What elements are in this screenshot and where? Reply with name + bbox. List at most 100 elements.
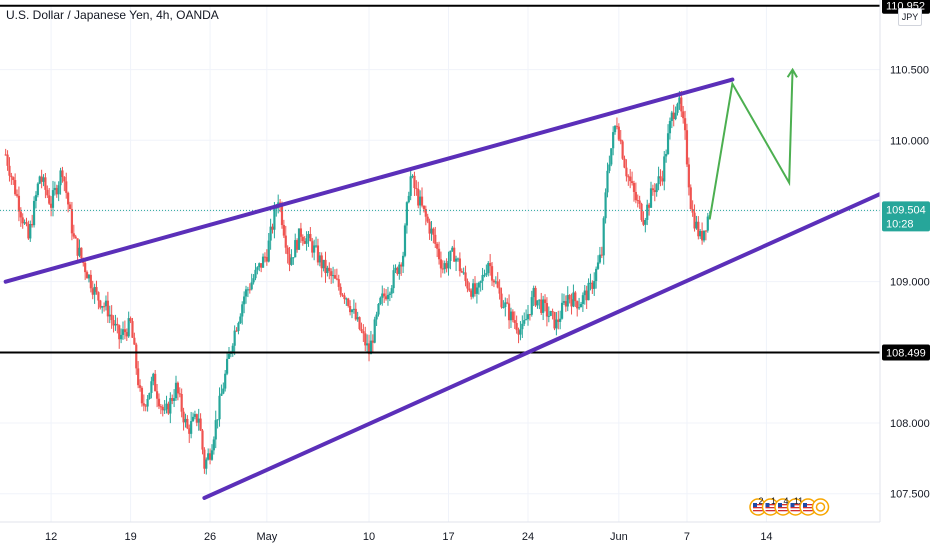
us-flag-icon[interactable] (799, 498, 817, 516)
candle-body (341, 294, 344, 296)
candle (161, 404, 164, 417)
channel-line-upper[interactable] (3, 77, 735, 284)
candle-body (114, 323, 117, 326)
candle (38, 175, 41, 185)
flag-stripe (778, 510, 788, 512)
candle (210, 444, 214, 461)
candle-body (651, 188, 655, 191)
candle (612, 126, 615, 156)
us-flag-icon[interactable]: 1 (761, 496, 780, 516)
candle-body (682, 111, 685, 119)
candle-body (282, 224, 285, 236)
price-level-badge (882, 344, 930, 361)
candle (613, 125, 617, 135)
candle (322, 259, 325, 272)
candle-body (511, 311, 514, 321)
candle-body (349, 306, 352, 313)
candle (593, 272, 596, 296)
candle (477, 281, 480, 295)
candle (307, 230, 310, 247)
event-count-label: 11 (794, 496, 803, 506)
dividend-icon[interactable] (811, 498, 830, 516)
candle-body (174, 382, 178, 399)
event-count-label: 2 (758, 496, 763, 506)
candle (44, 173, 47, 199)
candle-body (36, 183, 39, 196)
candle-body (405, 202, 408, 226)
candle-body (252, 278, 255, 283)
candle-body (146, 398, 149, 407)
candle-body (384, 296, 388, 300)
candle-body (574, 292, 577, 302)
candle (17, 186, 21, 222)
candle (540, 292, 543, 315)
flag-canton (803, 503, 807, 507)
candle (591, 280, 594, 294)
candle (443, 260, 446, 274)
candle-body (218, 395, 221, 420)
candle-body (392, 270, 395, 289)
candle-body (415, 188, 418, 190)
candle (528, 314, 531, 321)
candle (15, 189, 19, 198)
candle-body (233, 330, 236, 346)
candle (403, 223, 407, 258)
candle (42, 174, 45, 187)
candle (237, 321, 240, 335)
candle-body (430, 228, 433, 234)
channel-line-lower[interactable] (202, 192, 882, 500)
us-flag-icon[interactable]: 11 (786, 496, 805, 516)
candle (674, 106, 677, 121)
candle (615, 117, 619, 130)
candle-body (163, 409, 166, 411)
candle (498, 279, 501, 300)
candle-body (137, 368, 140, 386)
candle-body (65, 181, 68, 193)
candle (97, 291, 100, 310)
time-tick-label: 7 (684, 531, 690, 543)
candle-body (553, 311, 556, 329)
candle-body (456, 258, 460, 260)
price-axis[interactable]: 107.500108.000109.000110.000110.500110.9… (879, 0, 932, 550)
projection-path[interactable] (708, 69, 794, 220)
candle-body (40, 176, 43, 182)
candle (651, 184, 655, 196)
us-flag-icon[interactable]: 4 (774, 496, 792, 516)
candle (343, 292, 346, 304)
flag-stripe (753, 504, 763, 506)
candle (682, 105, 685, 124)
candle-body (445, 263, 448, 269)
candle-body (125, 332, 128, 337)
candle (46, 185, 49, 198)
projection-arrowhead (786, 67, 798, 78)
candle-body (190, 421, 193, 434)
candle-body (269, 226, 272, 241)
candle-body (661, 178, 664, 182)
candle (644, 217, 647, 233)
candle (379, 296, 382, 306)
candle-body (244, 289, 248, 297)
candle-body (4, 154, 7, 156)
candle (25, 217, 28, 227)
event-badges[interactable]: 2 1 4 11 (749, 496, 830, 516)
candle (250, 273, 253, 291)
flag-stripe (765, 510, 776, 512)
candle-body (475, 287, 479, 294)
candle (180, 388, 183, 418)
candle-body (549, 311, 552, 316)
candle-body (335, 278, 338, 280)
candle (649, 181, 653, 208)
candle-body (148, 392, 151, 399)
candle-body (436, 243, 439, 249)
candle-body (138, 385, 142, 388)
candle (104, 295, 108, 311)
candle (212, 436, 215, 455)
time-axis[interactable]: 12 19 26 May 10 17 24 Jun 7 14 (0, 521, 880, 543)
candle-body (577, 307, 581, 309)
candle-body (596, 262, 600, 269)
candle-body (545, 303, 549, 317)
currency-button[interactable]: JPY (898, 8, 922, 26)
candle (466, 278, 469, 293)
candle (138, 379, 142, 392)
